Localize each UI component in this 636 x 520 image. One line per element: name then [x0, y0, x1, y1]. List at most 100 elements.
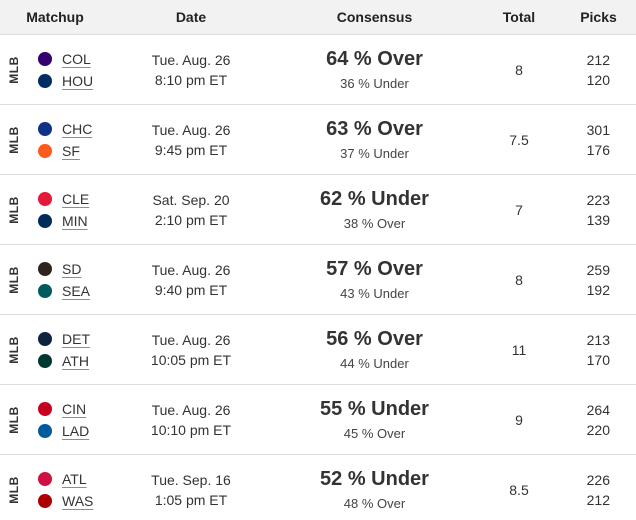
date-cell: Tue. Aug. 26 9:40 pm ET — [110, 245, 272, 314]
consensus-main: 55 % Under — [320, 397, 429, 420]
total-value: 7.5 — [509, 131, 529, 148]
team-home-link[interactable]: SEA — [62, 282, 91, 299]
table-row[interactable]: MLB CLE MIN Sat. Sep. 20 2:10 pm ET 62 %… — [0, 175, 636, 245]
picks-home: 139 — [586, 211, 610, 228]
consensus-main: 62 % Under — [320, 187, 429, 210]
league-text: MLB — [7, 55, 21, 84]
team-away-link[interactable]: CLE — [62, 190, 90, 207]
cubs-logo-icon — [38, 121, 52, 136]
team-away-link[interactable]: ATL — [62, 470, 87, 487]
header-total[interactable]: Total — [502, 9, 536, 25]
consensus-sub: 45 % Over — [343, 425, 406, 441]
game-date: Sat. Sep. 20 — [152, 191, 230, 208]
game-time: 10:05 pm ET — [150, 351, 232, 368]
league-label: MLB — [0, 175, 28, 245]
team-away: SD — [38, 260, 90, 278]
table-row[interactable]: MLB SD SEA Tue. Aug. 26 9:40 pm ET 57 % … — [0, 245, 636, 315]
table-body: MLB COL HOU Tue. Aug. 26 8:10 pm ET 64 %… — [0, 35, 636, 520]
team-home-link[interactable]: LAD — [62, 422, 90, 439]
consensus-cell: 62 % Under 38 % Over — [272, 175, 477, 244]
header-matchup[interactable]: Matchup — [26, 9, 84, 25]
total-cell: 7 — [477, 175, 561, 244]
consensus-main: 57 % Over — [326, 257, 423, 280]
date-cell: Tue. Aug. 26 8:10 pm ET — [110, 35, 272, 104]
consensus-cell: 55 % Under 45 % Over — [272, 385, 477, 454]
consensus-sub: 36 % Under — [340, 75, 409, 91]
table-row[interactable]: MLB COL HOU Tue. Aug. 26 8:10 pm ET 64 %… — [0, 35, 636, 105]
date-cell: Tue. Aug. 26 9:45 pm ET — [110, 105, 272, 174]
matchup-cell: MLB SD SEA — [0, 245, 110, 314]
team-home: WAS — [38, 492, 93, 510]
picks-cell: 226 212 — [561, 455, 636, 520]
total-cell: 8.5 — [477, 455, 561, 520]
header-consensus[interactable]: Consensus — [336, 9, 413, 25]
matchup-cell: MLB CHC SF — [0, 105, 110, 174]
consensus-sub: 38 % Over — [343, 215, 406, 231]
team-home: MIN — [38, 212, 89, 230]
table-row[interactable]: MLB CHC SF Tue. Aug. 26 9:45 pm ET 63 % … — [0, 105, 636, 175]
picks-cell: 212 120 — [561, 35, 636, 104]
picks-away: 212 — [586, 51, 610, 68]
consensus-sub: 37 % Under — [340, 145, 409, 161]
league-label: MLB — [0, 105, 28, 175]
team-home: SEA — [38, 282, 90, 300]
team-home-link[interactable]: WAS — [62, 492, 94, 509]
picks-away: 223 — [586, 191, 610, 208]
table-row[interactable]: MLB DET ATH Tue. Aug. 26 10:05 pm ET 56 … — [0, 315, 636, 385]
padres-logo-icon — [38, 261, 52, 276]
team-home-link[interactable]: MIN — [62, 212, 88, 229]
team-away-link[interactable]: DET — [62, 330, 90, 347]
picks-home: 120 — [586, 71, 610, 88]
game-date: Tue. Aug. 26 — [151, 331, 231, 348]
team-home-link[interactable]: ATH — [62, 352, 89, 369]
header-picks[interactable]: Picks — [580, 9, 617, 25]
team-home: LAD — [38, 422, 89, 440]
total-value: 8 — [515, 61, 523, 78]
consensus-cell: 52 % Under 48 % Over — [272, 455, 477, 520]
team-pair: ATL WAS — [28, 470, 93, 510]
picks-home: 170 — [586, 351, 610, 368]
header-date[interactable]: Date — [175, 9, 207, 25]
picks-away: 226 — [586, 471, 610, 488]
twins-logo-icon — [38, 213, 52, 228]
picks-cell: 213 170 — [561, 315, 636, 384]
league-text: MLB — [7, 195, 21, 224]
astros-logo-icon — [38, 73, 52, 88]
league-text: MLB — [7, 265, 21, 294]
team-away: ATL — [38, 470, 93, 488]
table-row[interactable]: MLB CIN LAD Tue. Aug. 26 10:10 pm ET 55 … — [0, 385, 636, 455]
team-away-link[interactable]: CHC — [62, 120, 93, 137]
team-pair: CLE MIN — [28, 190, 89, 230]
matchup-cell: MLB COL HOU — [0, 35, 110, 104]
team-away: COL — [38, 50, 93, 68]
game-time: 2:10 pm ET — [154, 211, 228, 228]
total-cell: 7.5 — [477, 105, 561, 174]
team-away-link[interactable]: COL — [62, 50, 91, 67]
team-home-link[interactable]: HOU — [62, 72, 94, 89]
team-away-link[interactable]: CIN — [62, 400, 87, 417]
consensus-main: 63 % Over — [326, 117, 423, 140]
team-home-link[interactable]: SF — [62, 142, 80, 159]
team-away: CHC — [38, 120, 92, 138]
date-cell: Sat. Sep. 20 2:10 pm ET — [110, 175, 272, 244]
giants-logo-icon — [38, 143, 52, 158]
game-time: 8:10 pm ET — [154, 71, 228, 88]
team-away: CLE — [38, 190, 89, 208]
nationals-logo-icon — [38, 493, 52, 508]
picks-home: 192 — [586, 281, 610, 298]
guardians-logo-icon — [38, 191, 52, 206]
team-home: ATH — [38, 352, 90, 370]
table-row[interactable]: MLB ATL WAS Tue. Sep. 16 1:05 pm ET 52 %… — [0, 455, 636, 520]
picks-away: 213 — [586, 331, 610, 348]
picks-home: 220 — [586, 421, 610, 438]
game-time: 9:40 pm ET — [154, 281, 228, 298]
game-date: Tue. Aug. 26 — [151, 51, 231, 68]
picks-cell: 301 176 — [561, 105, 636, 174]
total-value: 7 — [515, 201, 523, 218]
team-away-link[interactable]: SD — [62, 260, 82, 277]
athletics-logo-icon — [38, 353, 52, 368]
team-pair: SD SEA — [28, 260, 90, 300]
consensus-cell: 57 % Over 43 % Under — [272, 245, 477, 314]
team-away: DET — [38, 330, 90, 348]
table-header: Matchup Date Consensus Total Picks — [0, 0, 636, 35]
